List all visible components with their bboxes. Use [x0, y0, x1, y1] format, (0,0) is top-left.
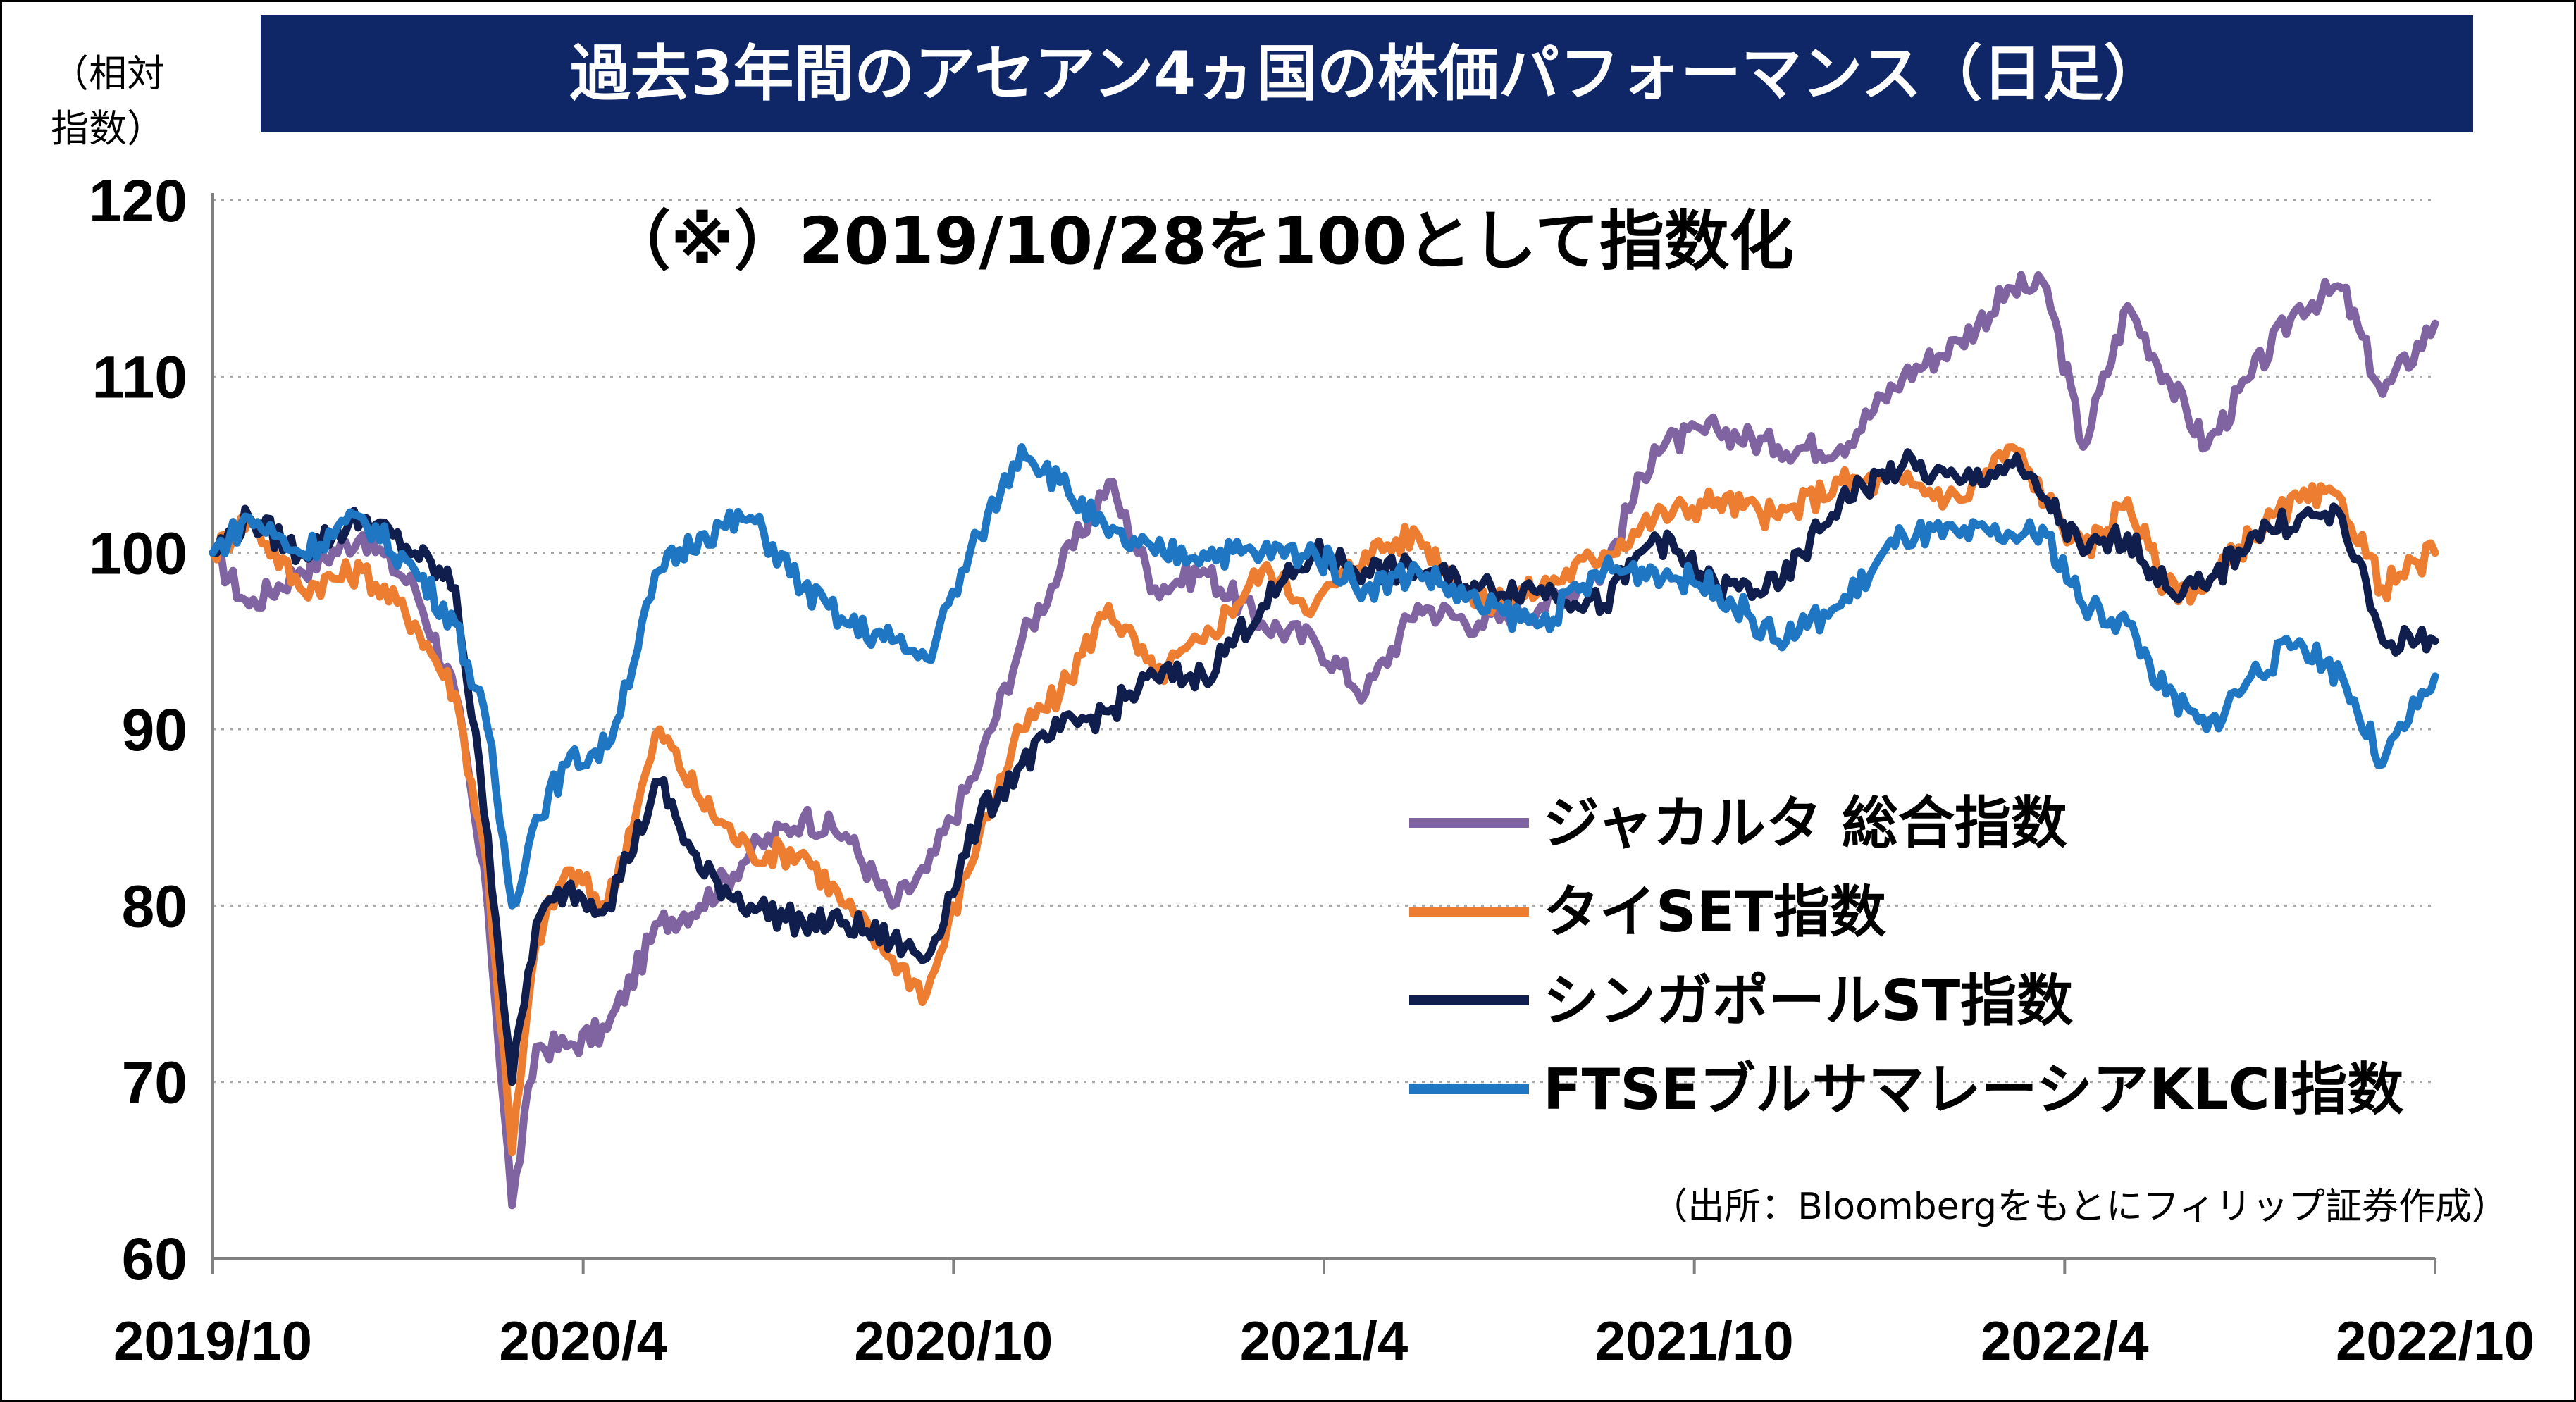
- x-axis-ticks: 2019/10 2020/4 2020/10 2021/4 2021/10 2022/4 2…: [113, 1310, 2534, 1372]
- chart-subtitle-note: （※）2019/10/28を100として指数化: [606, 204, 1795, 279]
- y-axis-unit-line: 指数）: [51, 106, 165, 151]
- y-tick-label: 60: [122, 1226, 187, 1292]
- y-tick-label: 90: [122, 697, 187, 763]
- x-tick-label: 2021/4: [1240, 1310, 1408, 1372]
- x-tick-label: 2019/10: [113, 1310, 312, 1372]
- grid-lines: [213, 199, 2435, 1084]
- y-tick-label: 120: [89, 168, 187, 234]
- y-tick-label: 100: [89, 521, 187, 587]
- series-line: [209, 271, 2439, 1210]
- axes: [211, 193, 2436, 1274]
- x-tick-label: 2020/4: [499, 1310, 667, 1372]
- legend-label: タイSET指数: [1543, 879, 1886, 945]
- series-line: [209, 448, 2439, 1086]
- y-tick-label: 110: [92, 344, 187, 410]
- y-axis-unit-line: （相対: [51, 51, 165, 96]
- y-axis-ticks: 60 70 80 90 100 110 120: [89, 168, 187, 1292]
- y-axis-unit-label: （相対指数）: [51, 46, 165, 156]
- source-note: （出所：Bloombergをもとにフィリップ証券作成）: [1651, 1186, 2508, 1228]
- x-tick-label: 2022/10: [2336, 1310, 2534, 1372]
- series-lines: [209, 271, 2439, 1210]
- x-tick-label: 2022/4: [1981, 1310, 2149, 1372]
- legend-label: シンガポールST指数: [1543, 968, 2073, 1034]
- y-tick-label: 70: [122, 1050, 187, 1116]
- x-tick-label: 2020/10: [854, 1310, 1053, 1372]
- legend-label: FTSEブルサマレーシアKLCI指数: [1543, 1057, 2403, 1122]
- x-tick-label: 2021/10: [1595, 1310, 1794, 1372]
- chart-title: 過去3年間のアセアン4ヵ国の株価パフォーマンス（日足）: [261, 15, 2473, 132]
- legend-label: ジャカルタ 総合指数: [1543, 790, 2067, 856]
- series-line: [209, 443, 2439, 910]
- y-tick-label: 80: [122, 873, 187, 939]
